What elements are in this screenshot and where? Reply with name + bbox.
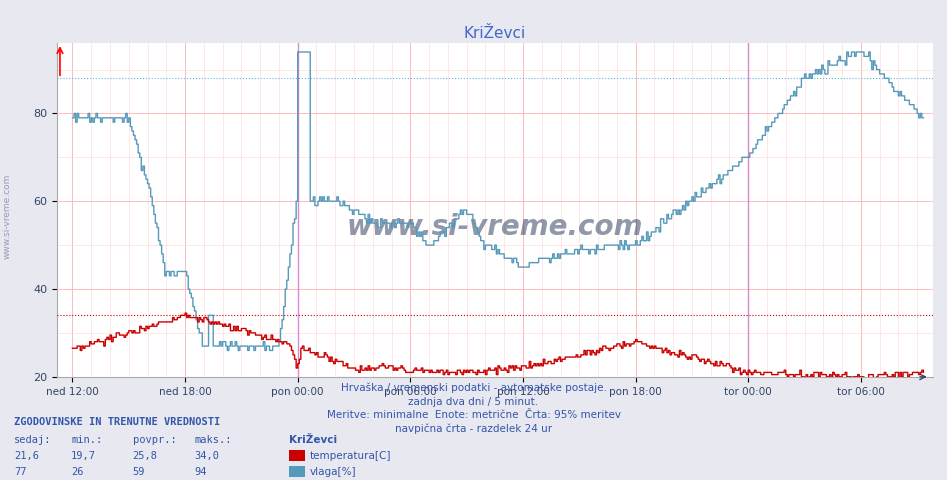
Text: navpična črta - razdelek 24 ur: navpična črta - razdelek 24 ur xyxy=(395,423,552,433)
Text: 21,6: 21,6 xyxy=(14,451,39,461)
Text: ZGODOVINSKE IN TRENUTNE VREDNOSTI: ZGODOVINSKE IN TRENUTNE VREDNOSTI xyxy=(14,417,221,427)
Text: maks.:: maks.: xyxy=(194,435,232,445)
Text: temperatura[C]: temperatura[C] xyxy=(310,451,391,461)
Text: sedaj:: sedaj: xyxy=(14,435,52,445)
Text: zadnja dva dni / 5 minut.: zadnja dva dni / 5 minut. xyxy=(408,396,539,407)
Text: 34,0: 34,0 xyxy=(194,451,219,461)
Text: KriŽevci: KriŽevci xyxy=(289,435,337,445)
Text: Hrvaška / vremenski podatki - avtomatske postaje.: Hrvaška / vremenski podatki - avtomatske… xyxy=(341,383,606,393)
Text: www.si-vreme.com: www.si-vreme.com xyxy=(347,213,643,240)
Text: Meritve: minimalne  Enote: metrične  Črta: 95% meritev: Meritve: minimalne Enote: metrične Črta:… xyxy=(327,410,620,420)
Text: vlaga[%]: vlaga[%] xyxy=(310,467,356,477)
Text: 94: 94 xyxy=(194,467,206,477)
Text: min.:: min.: xyxy=(71,435,102,445)
Text: 26: 26 xyxy=(71,467,83,477)
Title: KriŽevci: KriŽevci xyxy=(464,25,526,41)
Text: povpr.:: povpr.: xyxy=(133,435,176,445)
Text: www.si-vreme.com: www.si-vreme.com xyxy=(3,173,12,259)
Text: 59: 59 xyxy=(133,467,145,477)
Text: 77: 77 xyxy=(14,467,27,477)
Text: 25,8: 25,8 xyxy=(133,451,157,461)
Text: 19,7: 19,7 xyxy=(71,451,96,461)
